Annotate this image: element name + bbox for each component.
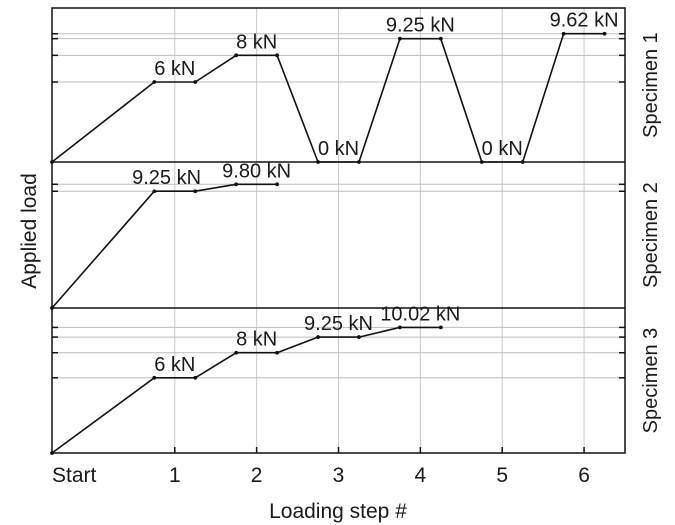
x-tick-label: 1	[169, 464, 181, 487]
data-point	[275, 350, 280, 355]
value-label: 9.25 kN	[304, 313, 373, 335]
data-point	[193, 189, 198, 194]
x-tick-label: 5	[496, 464, 508, 487]
label-layer: 6 kN 8 kN 0 kN 9.25 kN 0 kN 9.62 kN Specimen 1…	[52, 10, 662, 487]
panel-title-specimen-3: Specimen 3	[640, 328, 662, 434]
data-point	[275, 182, 280, 187]
x-tick-label: 4	[415, 464, 427, 487]
data-point	[357, 335, 361, 339]
x-tick-label: 3	[333, 464, 345, 487]
data-point	[438, 36, 443, 41]
data-point	[152, 189, 157, 194]
data-point	[152, 375, 157, 380]
data-point	[193, 80, 198, 84]
value-label: 10.02 kN	[380, 303, 460, 325]
value-label: 9.25 kN	[386, 15, 455, 37]
x-tick-label: 6	[578, 464, 590, 487]
frame-layer	[51, 7, 626, 454]
value-label: 6 kN	[154, 58, 195, 80]
grid-layer	[52, 8, 625, 453]
series-layer	[50, 31, 607, 455]
data-point	[152, 80, 157, 84]
x-tick-label: Start	[52, 464, 97, 487]
data-point	[316, 335, 320, 339]
data-point	[397, 36, 402, 41]
value-label: 9.62 kN	[550, 10, 619, 32]
panel-title-specimen-2: Specimen 2	[640, 182, 662, 288]
value-label: 9.80 kN	[222, 160, 291, 182]
y-axis-label: Applied load	[18, 173, 41, 289]
x-tick-label: 2	[251, 464, 263, 487]
data-point	[193, 375, 198, 380]
value-label: 0 kN	[318, 138, 359, 160]
data-point	[275, 53, 280, 58]
panel-title-specimen-1: Specimen 1	[640, 32, 662, 138]
value-label: 8 kN	[236, 31, 277, 53]
data-point	[561, 31, 566, 36]
data-point	[602, 31, 607, 36]
value-label: 8 kN	[236, 329, 277, 351]
value-label: 6 kN	[154, 354, 195, 376]
data-point	[234, 53, 239, 58]
series-line-specimen-2	[51, 183, 278, 309]
data-point	[397, 325, 402, 330]
value-label: 0 kN	[482, 138, 523, 160]
data-point	[438, 325, 443, 330]
x-axis-label: Loading step #	[269, 500, 407, 523]
value-label: 9.25 kN	[132, 167, 201, 189]
data-point	[234, 350, 239, 355]
data-point	[234, 182, 239, 187]
